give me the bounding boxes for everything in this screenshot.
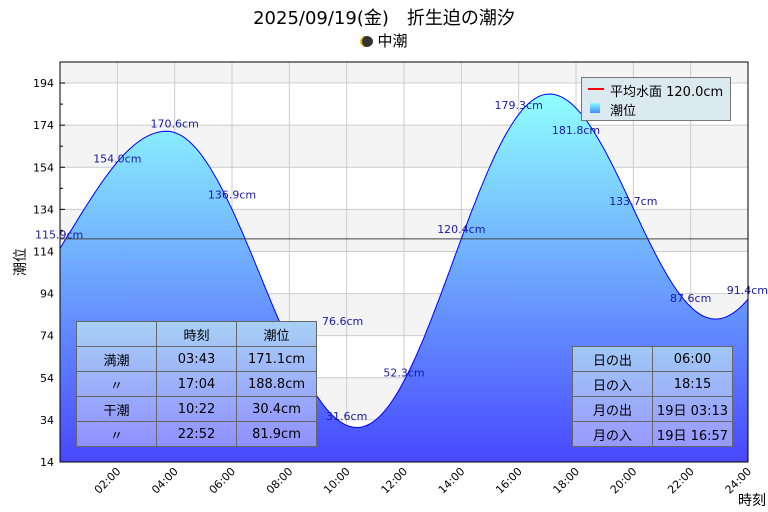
x-tick-label: 14:00 <box>436 465 468 497</box>
cell: 10:22 <box>156 396 237 422</box>
x-tick-label: 22:00 <box>665 465 697 497</box>
cell: 17:04 <box>156 371 237 397</box>
plot-border <box>59 61 749 463</box>
table-row: 日の入 18:15 <box>572 371 733 397</box>
hourly-value-label: 120.4cm <box>437 223 485 236</box>
cell: 22:52 <box>156 421 237 447</box>
sun-moon-table: 日の出 06:00 日の入 18:15 月の出 19日 03:13 月の入 19日 16… <box>572 346 733 447</box>
header-cell: 潮位 <box>236 321 317 347</box>
cell: 06:00 <box>652 346 733 372</box>
header-cell: 時刻 <box>156 321 237 347</box>
x-tick-label: 18:00 <box>551 465 583 497</box>
x-tick-label: 10:00 <box>321 465 353 497</box>
x-tick-label: 02:00 <box>92 465 124 497</box>
x-tick-label: 08:00 <box>264 465 296 497</box>
cell: 19日 03:13 <box>652 396 733 422</box>
y-tick-label: 134 <box>33 203 54 216</box>
cell: 188.8cm <box>236 371 317 397</box>
hourly-value-label: 91.4cm <box>727 284 768 297</box>
y-tick-label: 54 <box>40 372 54 385</box>
table-row: 月の出 19日 03:13 <box>572 396 733 422</box>
cell: 03:43 <box>156 346 237 372</box>
mean-line-swatch <box>588 88 604 90</box>
cell: 〃 <box>76 421 157 447</box>
x-axis-label: 時刻 <box>738 493 766 509</box>
legend-mean: 平均水面 120.0cm <box>610 85 724 100</box>
cell: 18:15 <box>652 371 733 397</box>
hourly-value-label: 179.3cm <box>495 99 543 112</box>
table-row: 干潮 10:22 30.4cm <box>76 396 317 422</box>
hourly-value-label: 181.8cm <box>552 124 600 137</box>
cell: 満潮 <box>76 346 157 372</box>
table-row: 〃 22:52 81.9cm <box>76 421 317 447</box>
y-tick-label: 74 <box>40 330 54 343</box>
legend: 平均水面 120.0cm 潮位 <box>581 77 731 121</box>
x-tick-label: 16:00 <box>493 465 525 497</box>
subtitle: 中潮 <box>0 30 768 51</box>
hourly-value-label: 52.3cm <box>383 366 424 379</box>
y-tick-label: 14 <box>40 456 54 469</box>
tide-swatch <box>590 103 600 113</box>
cell: 日の入 <box>572 371 653 397</box>
tide-type: 中潮 <box>377 32 408 50</box>
hourly-value-label: 115.9cm <box>35 228 83 241</box>
hourly-value-label: 76.6cm <box>322 315 363 328</box>
chart-title: 2025/09/19(金) 折生迫の潮汐 <box>253 8 515 29</box>
legend-tide: 潮位 <box>610 104 637 119</box>
hourly-value-label: 31.6cm <box>326 410 367 423</box>
cell: 〃 <box>76 371 157 397</box>
y-tick-label: 94 <box>40 288 54 301</box>
hourly-value-label: 154.0cm <box>93 152 141 165</box>
cell: 月の出 <box>572 396 653 422</box>
table-row: 〃 17:04 188.8cm <box>76 371 317 397</box>
y-tick-label: 114 <box>33 245 54 258</box>
high-low-tide-table: 時刻 潮位 満潮 03:43 171.1cm 〃 17:04 188.8cm 干潮 10:2… <box>76 321 317 447</box>
x-tick-label: 06:00 <box>207 465 239 497</box>
y-tick-label: 34 <box>40 414 54 427</box>
tide-curve <box>59 93 749 429</box>
table-row: 月の入 19日 16:57 <box>572 421 733 447</box>
table-row: 日の出 06:00 <box>572 346 733 372</box>
cell: 干潮 <box>76 396 157 422</box>
cell: 81.9cm <box>236 421 317 447</box>
hourly-value-label: 87.6cm <box>670 292 711 305</box>
moon-phase-icon <box>360 36 374 47</box>
x-tick-label: 12:00 <box>379 465 411 497</box>
x-tick-label: 04:00 <box>149 465 181 497</box>
y-tick-label: 194 <box>33 77 54 90</box>
hourly-value-label: 133.7cm <box>609 195 657 208</box>
y-axis-label: 潮位 <box>13 248 29 276</box>
x-tick-label: 20:00 <box>608 465 640 497</box>
table-row: 満潮 03:43 171.1cm <box>76 346 317 372</box>
y-tick-label: 154 <box>33 161 54 174</box>
header-cell <box>76 321 157 347</box>
x-tick-label: 24:00 <box>723 465 755 497</box>
cell: 171.1cm <box>236 346 317 372</box>
hourly-value-label: 136.9cm <box>208 188 256 201</box>
cell: 30.4cm <box>236 396 317 422</box>
cell: 日の出 <box>572 346 653 372</box>
cell: 月の入 <box>572 421 653 447</box>
y-tick-label: 174 <box>33 119 54 132</box>
cell: 19日 16:57 <box>652 421 733 447</box>
hourly-value-label: 170.6cm <box>151 117 199 130</box>
